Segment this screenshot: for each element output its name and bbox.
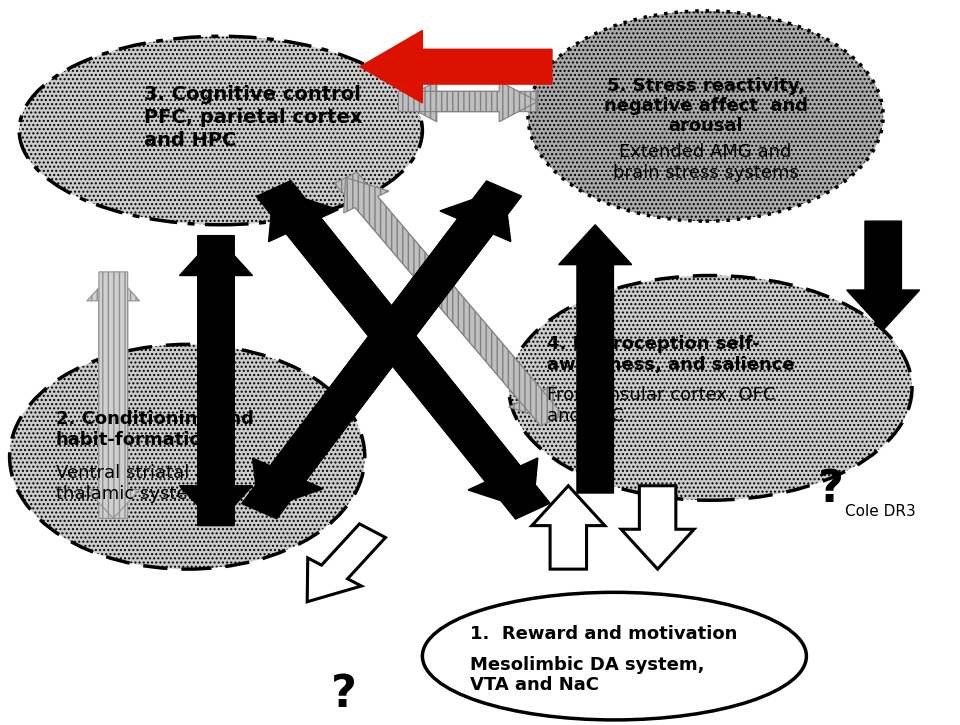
Text: brain stress systems: brain stress systems: [612, 164, 799, 181]
Text: Ventral striatal and: Ventral striatal and: [56, 465, 228, 482]
Text: PFC, parietal cortex: PFC, parietal cortex: [144, 108, 363, 127]
FancyArrow shape: [532, 486, 605, 569]
FancyArrow shape: [307, 524, 386, 602]
Text: habit-formation: habit-formation: [56, 431, 215, 449]
Text: Frontoinsular cortex, OFC: Frontoinsular cortex, OFC: [547, 386, 776, 404]
Ellipse shape: [19, 36, 422, 225]
FancyArrow shape: [360, 30, 552, 103]
FancyArrow shape: [256, 181, 538, 511]
FancyArrow shape: [398, 81, 538, 122]
Text: 5. Stress reactivity,: 5. Stress reactivity,: [607, 77, 804, 94]
FancyArrow shape: [334, 172, 554, 420]
Text: negative affect  and: negative affect and: [604, 97, 807, 115]
FancyArrow shape: [344, 178, 564, 426]
FancyArrow shape: [180, 236, 252, 526]
FancyArrow shape: [621, 486, 694, 569]
Text: ?: ?: [818, 468, 843, 511]
Ellipse shape: [509, 276, 912, 500]
Text: awareness, and salience: awareness, and salience: [547, 357, 795, 374]
Ellipse shape: [10, 344, 365, 569]
Text: 2. Conditioning and: 2. Conditioning and: [56, 410, 253, 428]
FancyArrow shape: [86, 272, 139, 518]
Text: Cole DR3: Cole DR3: [845, 504, 916, 518]
FancyArrow shape: [86, 272, 139, 518]
Text: and ACC: and ACC: [547, 407, 624, 425]
Text: Mesolimbic DA system,: Mesolimbic DA system,: [470, 656, 705, 674]
Text: 1.  Reward and motivation: 1. Reward and motivation: [470, 626, 738, 643]
Text: arousal: arousal: [668, 117, 743, 135]
Text: VTA and NaC: VTA and NaC: [470, 676, 599, 694]
FancyArrow shape: [559, 225, 632, 493]
FancyArrow shape: [242, 188, 511, 518]
Text: ?: ?: [331, 673, 356, 716]
Text: and HPC: and HPC: [144, 131, 236, 150]
FancyArrow shape: [398, 81, 538, 122]
Text: 4. Interoception self-: 4. Interoception self-: [547, 336, 760, 353]
Text: Extended AMG and: Extended AMG and: [619, 144, 792, 161]
Text: 3. Cognitive control: 3. Cognitive control: [144, 85, 361, 104]
FancyArrow shape: [180, 236, 252, 526]
FancyArrow shape: [269, 188, 550, 519]
Text: thalamic systems: thalamic systems: [56, 486, 214, 503]
Ellipse shape: [422, 592, 806, 720]
FancyArrow shape: [252, 181, 521, 511]
FancyArrow shape: [847, 221, 920, 330]
Ellipse shape: [528, 11, 883, 221]
